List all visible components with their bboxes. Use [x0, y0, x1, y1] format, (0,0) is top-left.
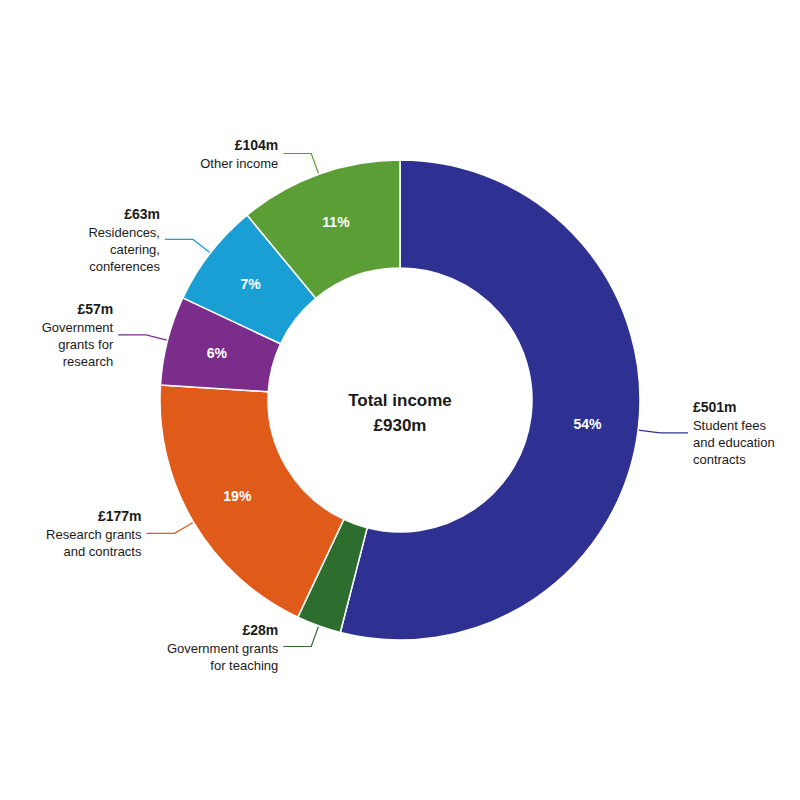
svg-text:Other income: Other income	[200, 156, 278, 171]
svg-text:£63m: £63m	[124, 206, 160, 222]
svg-text:catering,: catering,	[110, 242, 160, 257]
svg-text:research: research	[63, 354, 114, 369]
svg-text:£104m: £104m	[235, 137, 279, 153]
svg-text:6%: 6%	[207, 345, 228, 361]
svg-text:Government grants: Government grants	[167, 641, 279, 656]
svg-text:conferences: conferences	[89, 259, 160, 274]
svg-text:contracts: contracts	[693, 452, 746, 467]
svg-text:£177m: £177m	[98, 508, 142, 524]
svg-text:and education: and education	[693, 435, 775, 450]
svg-text:19%: 19%	[223, 488, 252, 504]
svg-text:Research grants: Research grants	[46, 527, 142, 542]
svg-text:Residences,: Residences,	[88, 225, 160, 240]
svg-text:Student fees: Student fees	[693, 418, 766, 433]
svg-text:grants for: grants for	[58, 337, 114, 352]
svg-text:Total income: Total income	[348, 391, 452, 410]
svg-text:7%: 7%	[241, 276, 262, 292]
svg-text:for teaching: for teaching	[210, 658, 278, 673]
svg-text:54%: 54%	[573, 416, 602, 432]
svg-text:£930m: £930m	[374, 416, 427, 435]
svg-text:£57m: £57m	[77, 301, 113, 317]
svg-text:£501m: £501m	[693, 399, 737, 415]
svg-text:and contracts: and contracts	[63, 544, 142, 559]
svg-text:Government: Government	[42, 320, 114, 335]
svg-text:11%: 11%	[322, 214, 350, 230]
svg-text:£28m: £28m	[242, 622, 278, 638]
